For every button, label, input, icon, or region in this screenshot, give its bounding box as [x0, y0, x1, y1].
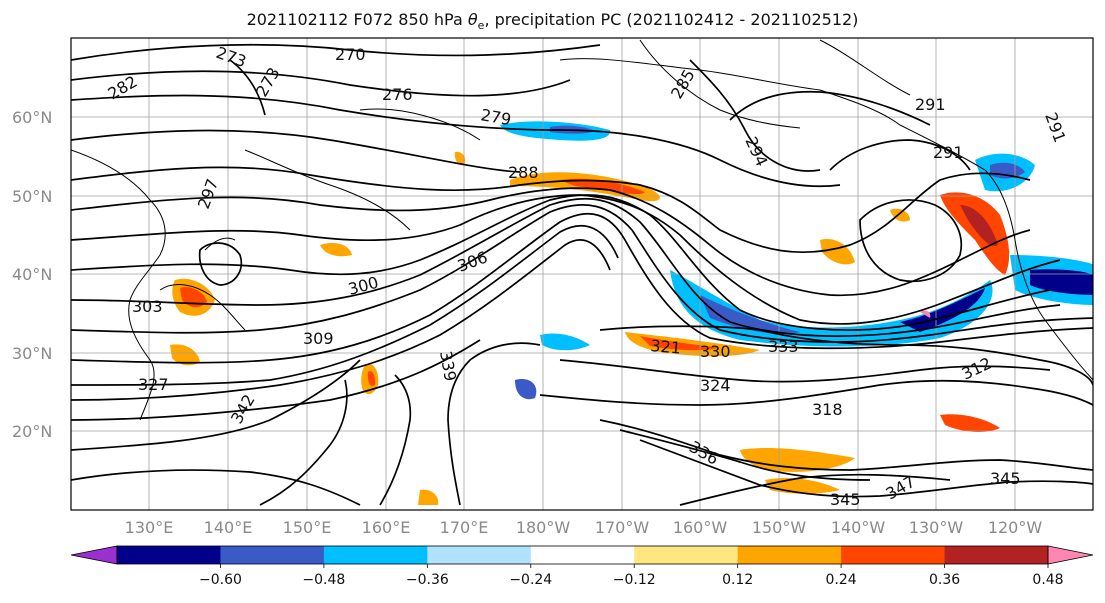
contour-label: 327	[138, 375, 169, 394]
colorbar-tick-label: 0.24	[826, 572, 857, 588]
colorbar-extend-max	[1047, 545, 1094, 565]
colorbar-segments	[70, 545, 1094, 565]
title-theta: θ	[467, 10, 478, 29]
colorbar-ticks: −0.60 −0.48 −0.36 −0.24 −0.12 0.12 0.24 0.36 0.4…	[199, 564, 1064, 588]
latitude-labels: 60°N 50°N 40°N 30°N 20°N	[12, 108, 52, 441]
contour-label: 270	[335, 45, 366, 64]
contour-label: 276	[382, 85, 413, 104]
colorbar-segment	[323, 546, 428, 564]
map-frame	[70, 37, 1094, 511]
contour-label: 309	[303, 329, 334, 348]
colorbar-segment	[427, 546, 532, 564]
colorbar-tick-label: −0.12	[613, 572, 656, 588]
colorbar-tick-label: −0.36	[406, 572, 449, 588]
theta-e-contours	[71, 43, 1093, 506]
title-suffix: , precipitation PC (2021102412 - 2021102…	[484, 10, 859, 29]
lat-label: 60°N	[12, 108, 52, 127]
lon-label: 170°E	[440, 518, 489, 537]
contour-label: 291	[915, 95, 946, 114]
contour-label: 333	[768, 337, 799, 356]
colorbar: −0.60 −0.48 −0.36 −0.24 −0.12 0.12 0.24 0.36 0.4…	[70, 545, 1094, 588]
contour-label: 345	[990, 469, 1021, 488]
lat-label: 50°N	[12, 187, 52, 206]
colorbar-extend-min	[70, 545, 118, 565]
colorbar-segment	[737, 546, 842, 564]
lon-label: 180°W	[516, 518, 571, 537]
colorbar-tick-label: 0.36	[929, 572, 960, 588]
contour-label: 345	[830, 490, 861, 509]
lon-label: 140°W	[831, 518, 886, 537]
colorbar-tick-label: −0.60	[199, 572, 242, 588]
contour-label: 303	[132, 297, 163, 316]
colorbar-frame	[116, 545, 1049, 565]
contour-label: 288	[508, 163, 539, 182]
lon-label: 140°E	[204, 518, 253, 537]
title-prefix: 2021102112 F072 850 hPa	[246, 10, 468, 29]
colorbar-tick-label: −0.48	[302, 572, 345, 588]
lat-label: 20°N	[12, 422, 52, 441]
lon-label: 160°E	[362, 518, 411, 537]
contour-label: 321	[650, 336, 682, 358]
colorbar-segment	[841, 546, 946, 564]
contour-label: 318	[812, 400, 843, 419]
colorbar-segment	[530, 546, 635, 564]
lat-label: 40°N	[12, 265, 52, 284]
coastlines	[71, 39, 1093, 421]
colorbar-tick-label: 0.12	[722, 572, 753, 588]
lat-label: 30°N	[12, 344, 52, 363]
colorbar-segment	[634, 546, 739, 564]
contour-label: 324	[700, 376, 731, 395]
longitude-labels: 130°E 140°E 150°E 160°E 170°E 180°W 170°…	[125, 518, 1043, 537]
colorbar-tick-label: 0.48	[1032, 572, 1063, 588]
colorbar-segment	[117, 546, 221, 564]
lon-label: 160°W	[673, 518, 728, 537]
colorbar-segment	[944, 546, 1049, 564]
lon-label: 170°W	[595, 518, 650, 537]
lon-label: 150°W	[752, 518, 807, 537]
figure-title: 2021102112 F072 850 hPa θe, precipitatio…	[0, 10, 1105, 32]
title-theta-sub: e	[477, 19, 485, 33]
lon-label: 130°W	[909, 518, 964, 537]
lon-label: 150°E	[283, 518, 332, 537]
lon-label: 120°W	[988, 518, 1043, 537]
lon-label: 130°E	[125, 518, 174, 537]
contour-label: 330	[700, 342, 731, 361]
map-plot: 282 273 270 273 276 279 285 291 291 291 …	[71, 38, 1093, 510]
colorbar-tick-label: −0.24	[509, 572, 552, 588]
contour-label: 291	[933, 143, 964, 162]
colorbar-segment	[220, 546, 325, 564]
